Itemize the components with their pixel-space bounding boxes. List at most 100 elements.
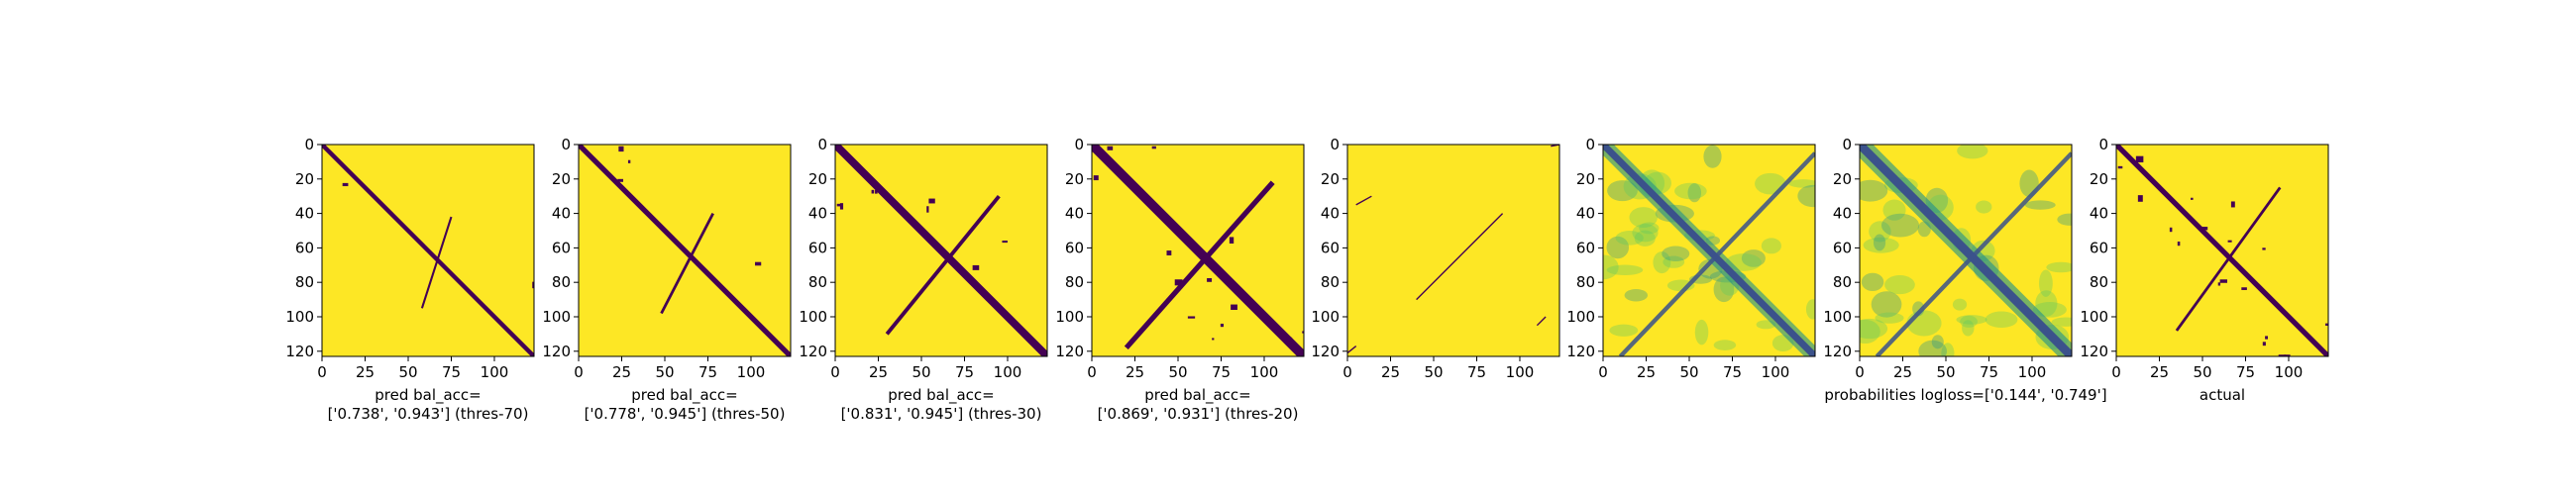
heatmap-cloud [1703,145,1722,168]
heatmap-cloud [1694,319,1709,346]
heatmap-blob [1207,277,1213,282]
x-tick-label: 100 [2275,363,2304,381]
heatmap-blob [2219,279,2227,283]
heatmap-blob [532,281,534,289]
x-axis-label: pred bal_acc= [888,386,995,405]
y-tick-label: 0 [1074,136,1084,153]
y-tick-label: 20 [1833,170,1852,188]
y-tick-label: 60 [1065,239,1084,256]
axes-frame [321,144,535,357]
y-tick-label: 80 [295,273,314,291]
x-tick-label: 0 [1855,363,1865,381]
heatmap-panel-7: 0 25 50 75 100 0 20 40 60 80 100 120 probabilities l… [1823,136,2106,404]
y-tick-label: 40 [1321,205,1340,223]
x-tick-label: 100 [994,363,1022,381]
x-tick-label: 75 [698,363,717,381]
y-tick-label: 100 [1823,308,1852,326]
heatmap-thin-line [1536,316,1547,327]
heatmap-image [1092,145,1304,356]
heatmap-blob [2217,282,2221,286]
y-tick-label: 120 [1823,343,1852,360]
heatmap-cloud [1788,179,1815,188]
heatmap-cloud [1860,319,1880,344]
heatmap-cloud [2051,317,2072,327]
heatmap-diagonal [1860,145,2072,356]
heatmap-cloud [1882,199,1906,221]
x-tick-label: 50 [1679,363,1698,381]
heatmap-blob [2191,197,2194,200]
x-tick-label: 75 [955,363,974,381]
heatmap-cloud [1880,213,1920,238]
x-tick-label: 100 [1506,363,1535,381]
y-tick-label: 60 [1833,239,1852,256]
heatmap-cloud [1653,251,1671,274]
x-tick-label: 25 [356,363,375,381]
heatmap-diagonal [835,145,1047,356]
y-tick-label: 20 [1576,170,1595,188]
heatmap-blob [972,264,980,270]
heatmap-blob [836,203,842,207]
heatmap-cloud [1624,288,1649,302]
heatmap-cloud [1906,310,1942,337]
y-tick-label: 20 [1065,170,1084,188]
heatmap-blob [2177,242,2181,247]
x-tick-label: 25 [1637,363,1656,381]
x-axis-label: ['0.869', '0.931'] (thres-20) [1098,405,1299,423]
y-tick-label: 20 [1321,170,1340,188]
heatmap-cloud [2046,261,2072,273]
x-tick-label: 25 [1126,363,1144,381]
y-tick-label: 20 [295,170,314,188]
heatmap-blob [1107,146,1114,150]
x-tick-label: 50 [2193,363,2211,381]
y-tick-label: 60 [1321,239,1340,256]
x-axis-label: actual [2200,386,2245,404]
y-tick-label: 100 [2080,308,2108,326]
heatmap-blob [928,198,935,204]
heatmap-cloud [1634,230,1656,247]
heatmap-anti-diagonal [2175,186,2282,332]
y-tick-label: 100 [542,308,571,326]
x-tick-label: 25 [1381,363,1400,381]
axes-frame [578,144,792,357]
heatmap-cloud [1805,299,1815,320]
y-tick-label: 80 [2090,273,2108,291]
heatmap-cloud [1860,318,1888,340]
heatmap-panel-1: 0 25 50 75 100 0 20 40 60 80 100 120 pred bal_acc=['… [285,136,535,423]
heatmap-blob [1229,237,1234,244]
y-tick-label: 100 [799,308,827,326]
heatmap-blob [342,182,349,187]
x-tick-label: 100 [1250,363,1279,381]
x-tick-label: 25 [869,363,888,381]
y-tick-label: 0 [304,136,314,153]
heatmap-cloud [1632,224,1659,243]
heatmap-blob [1002,241,1008,244]
heatmap-cloud [1860,179,1888,202]
y-tick-label: 100 [285,308,314,326]
y-tick-label: 80 [1321,273,1340,291]
heatmap-cloud [1609,324,1639,337]
heatmap-anti-diagonal [1618,151,1815,356]
heatmap-diagonal [579,145,791,356]
heatmap-cloud [1869,221,1891,243]
heatmap-cloud [1606,236,1630,259]
y-tick-label: 80 [1576,273,1595,291]
y-tick-label: 100 [1311,308,1340,326]
heatmap-diagonal [322,145,534,356]
heatmap-cloud [1931,335,1944,349]
y-tick-label: 60 [1576,239,1595,256]
y-tick-label: 100 [1055,308,1084,326]
y-tick-label: 40 [2090,205,2108,223]
axes-frame [2115,144,2329,357]
x-axis-label: pred bal_acc= [1144,386,1251,405]
heatmap-cloud [1873,234,1886,251]
heatmap-panel-6: 0 25 50 75 100 0 20 40 60 80 100 120 [1566,136,1816,381]
heatmap-anti-diagonal [1124,180,1275,350]
x-tick-label: 50 [1936,363,1955,381]
heatmap-blob [2135,155,2144,163]
heatmap-image [1603,145,1815,356]
heatmap-cloud [1741,249,1766,267]
heatmap-background [1347,145,1559,356]
heatmap-cloud [1976,200,1992,214]
heatmap-cloud [1861,272,1884,292]
y-tick-label: 40 [808,205,827,223]
